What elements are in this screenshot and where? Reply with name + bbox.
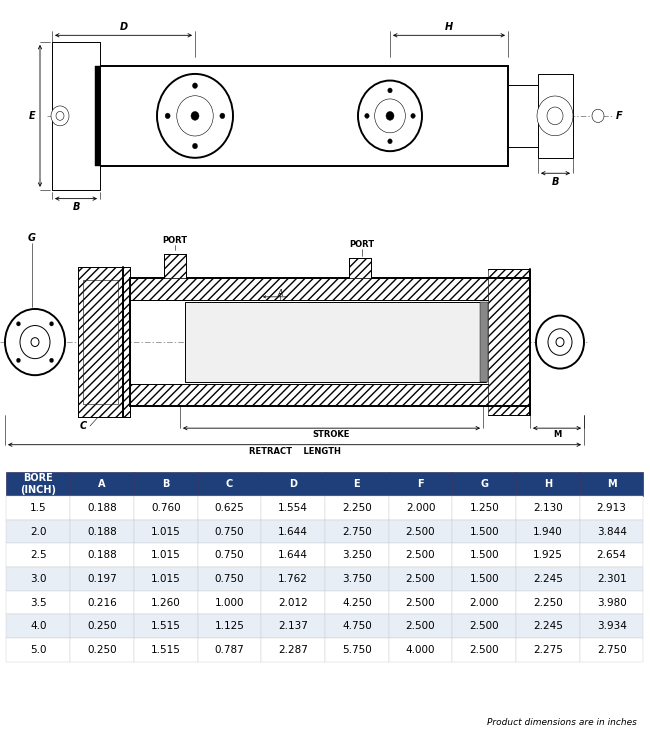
Text: STROKE: STROKE <box>313 431 350 439</box>
Circle shape <box>411 113 415 118</box>
Text: A: A <box>278 289 283 298</box>
Circle shape <box>556 338 564 347</box>
Circle shape <box>192 143 198 149</box>
Text: B: B <box>552 177 559 187</box>
Circle shape <box>16 322 20 326</box>
Circle shape <box>220 113 225 118</box>
Bar <box>78 267 123 417</box>
Text: Product dimensions are in inches: Product dimensions are in inches <box>488 718 637 727</box>
Bar <box>130 384 488 406</box>
Text: E: E <box>29 111 35 121</box>
Bar <box>83 280 118 404</box>
Text: RETRACT    LENGTH: RETRACT LENGTH <box>248 447 341 456</box>
Circle shape <box>5 309 65 375</box>
Circle shape <box>358 80 422 151</box>
Circle shape <box>592 110 604 123</box>
Circle shape <box>49 358 53 363</box>
Circle shape <box>157 74 233 158</box>
Bar <box>164 254 186 278</box>
Circle shape <box>31 338 39 347</box>
Circle shape <box>536 315 584 369</box>
Text: H: H <box>445 22 453 32</box>
Bar <box>95 66 100 166</box>
Bar <box>185 302 486 382</box>
Circle shape <box>388 88 392 93</box>
Text: PORT: PORT <box>162 236 188 245</box>
Bar <box>480 302 488 382</box>
Circle shape <box>388 139 392 144</box>
Circle shape <box>51 106 69 126</box>
Circle shape <box>537 96 573 136</box>
Text: D: D <box>120 22 127 32</box>
Bar <box>538 74 573 158</box>
Text: C: C <box>79 421 86 431</box>
Circle shape <box>547 107 563 125</box>
Bar <box>130 278 488 300</box>
Bar <box>488 269 530 415</box>
Bar <box>52 42 100 190</box>
Circle shape <box>548 328 572 356</box>
Circle shape <box>191 112 199 120</box>
Text: PORT: PORT <box>350 240 374 250</box>
Text: M: M <box>553 431 561 439</box>
Text: G: G <box>28 233 36 243</box>
Circle shape <box>56 112 64 120</box>
Circle shape <box>177 96 213 136</box>
Circle shape <box>386 112 394 120</box>
Bar <box>349 258 371 278</box>
Bar <box>123 267 130 417</box>
Bar <box>508 85 538 147</box>
Circle shape <box>374 99 406 133</box>
Circle shape <box>192 83 198 88</box>
Bar <box>100 66 508 166</box>
Circle shape <box>16 358 20 363</box>
Circle shape <box>20 326 50 358</box>
Text: B: B <box>72 202 80 212</box>
Circle shape <box>365 113 369 118</box>
Circle shape <box>49 322 53 326</box>
Circle shape <box>165 113 170 118</box>
Text: F: F <box>616 111 623 121</box>
